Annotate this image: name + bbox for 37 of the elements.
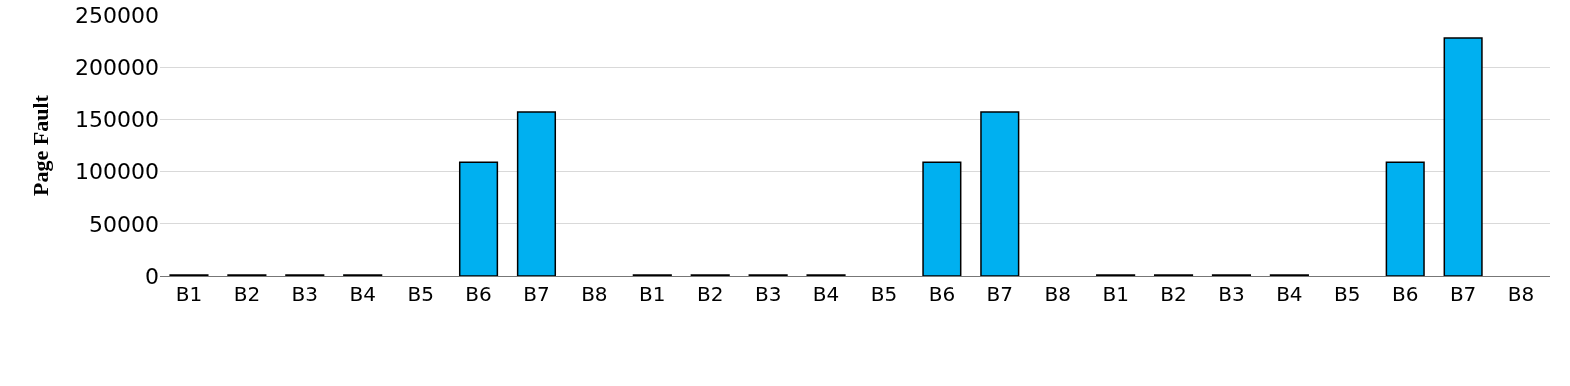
x-tick-label: B4: [812, 282, 840, 306]
x-tick-label: B7: [523, 282, 550, 306]
x-tick-label: B1: [175, 282, 203, 306]
x-tick-label: B6: [465, 282, 492, 306]
x-tick-label: B6: [1391, 282, 1419, 306]
y-tick-label: 150000: [75, 107, 159, 133]
bar: [458, 161, 499, 276]
x-tick-label: B5: [407, 282, 434, 306]
y-tick-label: 250000: [75, 2, 159, 28]
x-tick-label: B5: [1334, 282, 1361, 306]
x-tick-label: B3: [754, 282, 782, 306]
x-tick-label: B5: [870, 282, 898, 306]
x-tick-label: B4: [1276, 282, 1303, 306]
bar: [1443, 37, 1483, 276]
x-tick-label: B2: [696, 282, 724, 306]
x-tick-label: B8: [1507, 282, 1535, 306]
y-tick-label: 100000: [75, 159, 159, 185]
x-tick-label: B7: [1449, 282, 1477, 306]
y-tick-label: 200000: [75, 54, 159, 80]
bar: [1385, 161, 1425, 276]
y-axis-title: Page Fault: [27, 94, 53, 196]
bar: [980, 111, 1020, 276]
y-tick-label: 50000: [89, 211, 159, 237]
x-tick-label: B8: [1044, 282, 1071, 306]
x-tick-label: B7: [986, 282, 1014, 306]
x-tick-label: B3: [291, 282, 319, 306]
x-tick-label: B6: [928, 282, 956, 306]
bar: [922, 161, 962, 276]
y-tick-label: 0: [145, 263, 159, 289]
x-tick-label: B2: [1160, 282, 1187, 306]
x-tick-label: B2: [233, 282, 261, 306]
x-tick-label: B1: [639, 282, 666, 306]
bar: [516, 111, 557, 276]
x-tick-label: B1: [1102, 282, 1129, 306]
x-tick-label: B4: [349, 282, 376, 306]
x-tick-label: B8: [581, 282, 608, 306]
x-tick-label: B3: [1218, 282, 1245, 306]
